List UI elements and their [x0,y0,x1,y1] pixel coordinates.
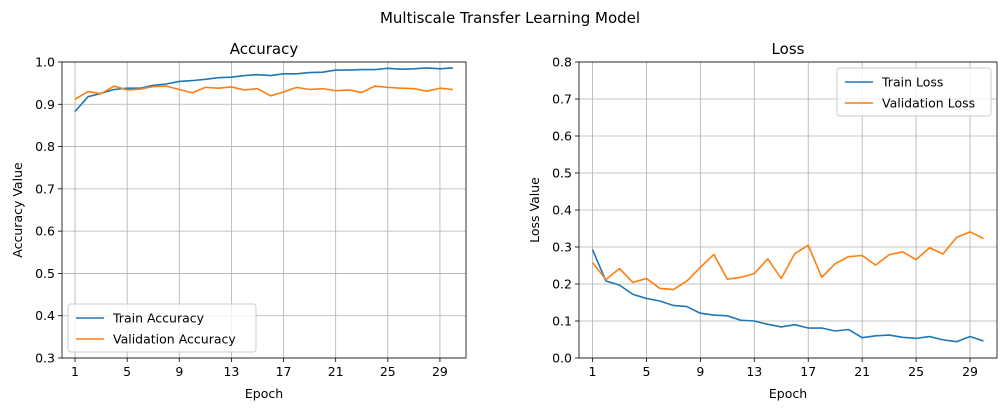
y-tick-label: 1.0 [35,55,55,70]
x-tick-label: 5 [123,364,131,379]
y-tick-label: 0.1 [552,314,572,329]
x-tick-label: 5 [642,364,650,379]
accuracy-legend: Train Accuracy Validation Accuracy [67,303,257,353]
y-tick-label: 0.9 [35,97,55,112]
x-tick-label: 21 [328,364,344,379]
x-tick-label: 9 [696,364,704,379]
loss-legend: Train Loss Validation Loss [836,67,992,117]
accuracy-subplot: 1 5 9 13 17 21 25 29 0.3 0.4 0.5 0.6 0.7 0.8 0.9 1.0 Acc… [10,40,467,401]
x-tick-label: 13 [746,364,762,379]
loss-series-validation-loss [591,231,984,291]
y-tick-label: 0.8 [35,139,55,154]
x-tick-label: 25 [380,364,396,379]
loss-series-train-loss [591,249,984,343]
x-tick-label: 29 [962,364,978,379]
loss-y-axis-label: Loss Value [527,177,542,243]
loss-x-axis-label: Epoch [769,386,807,401]
x-tick-label: 17 [276,364,292,379]
loss-title: Loss [772,40,805,58]
y-tick-label: 0.4 [35,308,55,323]
legend-frame [836,67,992,117]
y-tick-label: 0.6 [35,224,55,239]
y-tick-label: 0.3 [35,351,55,366]
y-tick-label: 0.6 [552,129,572,144]
accuracy-x-axis-label: Epoch [245,386,283,401]
legend-label: Validation Accuracy [113,332,236,347]
accuracy-series-train-accuracy [74,67,454,112]
legend-frame [67,303,257,353]
y-tick-label: 0.3 [552,240,572,255]
x-tick-label: 21 [854,364,870,379]
y-tick-label: 0.5 [552,166,572,181]
x-tick-label: 13 [223,364,239,379]
loss-subplot: 1 5 9 13 17 21 25 29 0.0 0.1 0.2 0.3 0.4 0.5 0.6 0.7 0.8… [527,40,998,401]
legend-label: Train Loss [881,75,943,90]
legend-label: Train Accuracy [112,311,205,326]
y-tick-label: 0.7 [35,181,55,196]
accuracy-axes-frame [61,61,467,359]
y-tick-label: 0.2 [552,277,572,292]
accuracy-y-axis-label: Accuracy Value [10,162,25,258]
x-tick-label: 1 [589,364,597,379]
x-tick-label: 9 [175,364,183,379]
accuracy-series-validation-accuracy [74,85,454,100]
figure-suptitle: Multiscale Transfer Learning Model [380,9,640,27]
y-tick-label: 0.7 [552,92,572,107]
x-tick-label: 1 [71,364,79,379]
y-tick-label: 0.4 [552,203,572,218]
accuracy-title: Accuracy [230,40,299,58]
y-tick-label: 0.5 [35,266,55,281]
legend-label: Validation Loss [882,96,975,111]
x-tick-label: 25 [908,364,924,379]
y-tick-label: 0.8 [552,55,572,70]
x-tick-label: 29 [432,364,448,379]
x-tick-label: 17 [800,364,816,379]
y-tick-label: 0.0 [552,351,572,366]
